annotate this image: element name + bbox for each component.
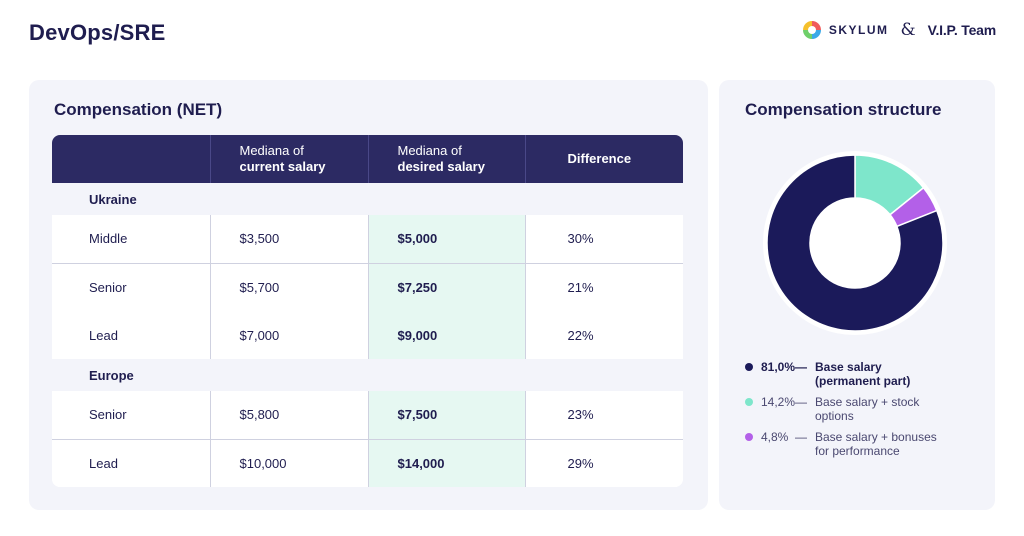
table-row: Senior $5,800 $7,500 23%: [52, 391, 683, 439]
header-current: Mediana of current salary: [209, 135, 368, 183]
cell-desired: $7,500: [367, 391, 525, 439]
cell-desired: $7,250: [367, 262, 525, 311]
donut-svg: [763, 151, 947, 335]
cell-desired: $14,000: [367, 438, 525, 487]
header-desired: Mediana of desired salary: [367, 135, 525, 183]
header-difference: Difference: [524, 135, 683, 183]
header-desired-line1: Mediana of: [397, 143, 462, 158]
cell-difference: 30%: [524, 215, 683, 263]
cell-level: Lead: [89, 327, 118, 343]
table-row: Lead $7,000 $9,000 22%: [52, 311, 683, 359]
cell-current: $3,500: [209, 215, 368, 263]
cell-current: $10,000: [209, 438, 368, 487]
cell-current: $7,000: [209, 311, 368, 359]
header-desired-line2: desired salary: [397, 159, 485, 174]
vip-team-brand: V.I.P. Team: [927, 22, 997, 38]
section-row-europe: Europe: [52, 359, 683, 391]
donut-slice-base: [766, 154, 944, 332]
section-row-ukraine: Ukraine: [52, 183, 683, 215]
compensation-panel: Compensation (NET) Mediana of current sa…: [29, 80, 708, 510]
legend-label: Base salary + bonuses for performance: [815, 430, 985, 458]
legend-value: 81,0%: [761, 360, 796, 374]
legend-label-line1: Base salary + stock: [815, 395, 920, 409]
legend-dot-base: [745, 363, 753, 371]
cell-level: Middle: [89, 231, 128, 247]
cell-level: Senior: [52, 262, 210, 311]
cell-desired: $5,000: [367, 215, 525, 263]
table-row: Middle $3,500 $5,000 30%: [52, 215, 683, 263]
donut-chart: [759, 147, 951, 339]
legend-dash: —: [795, 395, 807, 409]
cell-current: $5,700: [209, 262, 368, 311]
compensation-title: Compensation (NET): [54, 100, 223, 119]
cell-difference: 21%: [524, 262, 683, 311]
table-row: Senior $5,700 $7,250 21%: [52, 262, 683, 311]
legend-dash: —: [795, 360, 807, 374]
section-label: Europe: [89, 367, 134, 383]
legend-item: 4,8% — Base salary + bonuses for perform…: [745, 430, 985, 458]
skylum-brand: SKYLUM: [828, 23, 889, 37]
legend-label-line2: (permanent part): [815, 374, 911, 388]
legend-label-line2: options: [815, 409, 854, 423]
skylum-logo-icon: [802, 21, 821, 39]
table-row: Lead $10,000 $14,000 29%: [52, 438, 683, 487]
legend-dot-bonus: [745, 433, 753, 441]
legend-value: 4,8%: [761, 430, 789, 444]
legend-item: 14,2% — Base salary + stock options: [745, 395, 985, 423]
ampersand: &: [900, 20, 916, 40]
table-header-row: Mediana of current salary Mediana of des…: [52, 135, 683, 183]
legend-label-line1: Base salary + bonuses: [815, 430, 937, 444]
cell-difference: 22%: [524, 311, 683, 359]
cell-current: $5,800: [209, 391, 368, 439]
header-current-line1: Mediana of: [239, 143, 304, 158]
section-label: Ukraine: [89, 191, 137, 207]
legend-label: Base salary + stock options: [815, 395, 985, 423]
cell-level: Senior: [89, 407, 127, 423]
header-level: [52, 135, 210, 183]
legend-item: 81,0% — Base salary (permanent part): [745, 360, 985, 388]
cell-level: Lead: [52, 438, 210, 487]
chart-legend: 81,0% — Base salary (permanent part) 14,…: [745, 360, 985, 465]
cell-desired: $9,000: [367, 311, 525, 359]
brand-logos: SKYLUM & V.I.P. Team: [802, 20, 997, 40]
cell-difference: 23%: [524, 391, 683, 439]
legend-label-line1: Base salary: [815, 360, 882, 374]
compensation-table: Mediana of current salary Mediana of des…: [52, 135, 683, 487]
structure-panel: Compensation structure 81,0% — Base sala…: [719, 80, 995, 510]
header-current-line2: current salary: [239, 159, 326, 174]
page-title: DevOps/SRE: [29, 20, 166, 45]
legend-label-line2: for performance: [815, 444, 900, 458]
legend-value: 14,2%: [761, 395, 796, 409]
legend-dash: —: [795, 430, 807, 444]
cell-difference: 29%: [524, 438, 683, 487]
legend-label: Base salary (permanent part): [815, 360, 985, 388]
structure-title: Compensation structure: [745, 100, 942, 119]
legend-dot-stock: [745, 398, 753, 406]
